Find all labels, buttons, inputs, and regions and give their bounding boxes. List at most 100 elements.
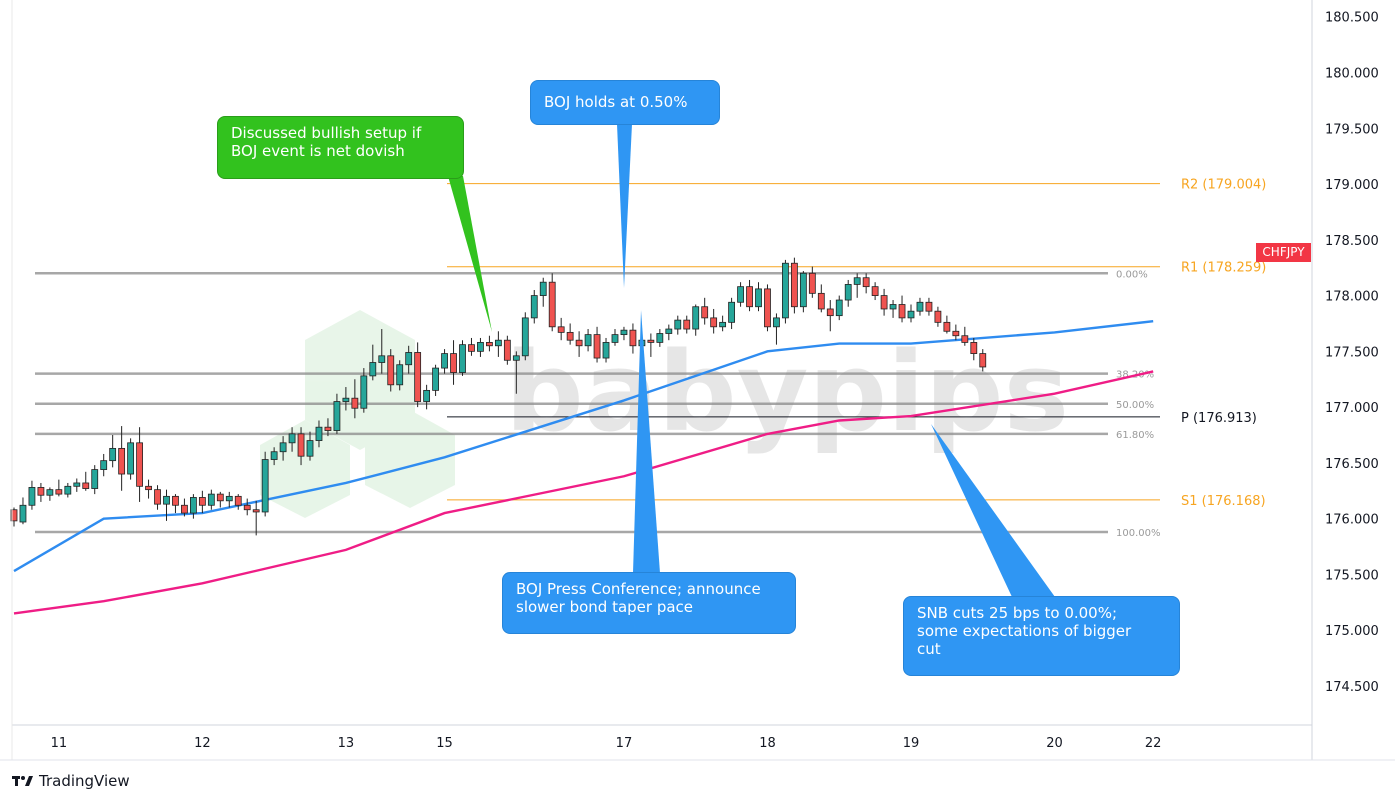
- x-tick-label: 11: [51, 736, 68, 751]
- tradingview-logo-icon: [12, 776, 33, 786]
- candle-body: [755, 288, 762, 308]
- candle-body: [396, 364, 404, 386]
- candle-down: [118, 426, 126, 491]
- candle-body: [943, 321, 951, 332]
- y-tick-label: 178.000: [1325, 290, 1379, 305]
- candle-body: [620, 329, 628, 336]
- candle-up: [163, 489, 170, 521]
- candle-body: [647, 339, 655, 343]
- pivot-level-label: P (176.913): [1181, 411, 1257, 426]
- candle-down: [468, 337, 475, 356]
- x-tick-label: 13: [338, 736, 355, 751]
- candle-up: [602, 337, 610, 363]
- candle-body: [252, 509, 260, 513]
- candle-body: [925, 301, 933, 312]
- candle-down: [746, 279, 753, 312]
- candle-body: [494, 339, 502, 347]
- x-tick-label: 17: [616, 736, 633, 751]
- boj-holds-callout: BOJ holds at 0.50%: [530, 80, 720, 125]
- candle-body: [477, 342, 484, 352]
- y-tick-label: 176.000: [1325, 513, 1379, 528]
- candle-body: [468, 344, 475, 352]
- candle-down: [198, 490, 206, 514]
- candle-down: [871, 282, 879, 301]
- candle-body: [889, 304, 897, 310]
- x-tick-label: 20: [1046, 736, 1063, 751]
- candle-up: [799, 271, 807, 313]
- boj-press-callout-tail: [633, 310, 660, 573]
- candle-body: [844, 284, 852, 301]
- candle-up: [755, 282, 762, 312]
- candle-body: [575, 339, 583, 347]
- time-axis[interactable]: 11 12 13 15 17 18 19 20 22: [51, 736, 1162, 751]
- candle-body: [55, 489, 63, 495]
- watermark-text: babypips: [505, 328, 1069, 456]
- candle-body: [916, 301, 924, 312]
- candle-up: [19, 497, 27, 525]
- candle-down: [252, 500, 260, 536]
- boj-press-conference-callout: BOJ Press Conference; announce slower bo…: [502, 572, 796, 634]
- candle-body: [198, 497, 206, 506]
- candle-up: [189, 494, 197, 519]
- candle-body: [333, 401, 341, 431]
- candle-body: [172, 495, 179, 506]
- candle-up: [494, 331, 502, 357]
- candle-up: [773, 313, 780, 345]
- candle-body: [799, 272, 807, 308]
- y-tick-label: 175.000: [1325, 624, 1379, 639]
- candle-body: [10, 509, 18, 522]
- candle-body: [145, 485, 152, 491]
- candle-up: [279, 436, 287, 461]
- fib-level-label: 61.80%: [1116, 430, 1154, 441]
- candle-body: [593, 334, 601, 359]
- candle-up: [692, 304, 700, 336]
- callout-tails: [448, 124, 1055, 597]
- candle-down: [647, 333, 655, 357]
- candle-down: [808, 266, 816, 298]
- candle-up: [369, 344, 377, 381]
- candle-body: [270, 451, 278, 460]
- candle-body: [297, 433, 305, 457]
- candle-body: [548, 281, 556, 328]
- candle-up: [530, 290, 538, 324]
- price-axis[interactable]: 180.500 180.000 179.500 179.000 178.500 178.0…: [1325, 11, 1379, 695]
- candle-body: [871, 286, 879, 296]
- candle-up: [719, 315, 727, 332]
- candle-down: [548, 273, 556, 332]
- fib-level-label: 0.00%: [1116, 269, 1148, 280]
- snb-cut-callout: SNB cuts 25 bps to 0.00%; some expectati…: [903, 596, 1180, 676]
- pivot-level-label: R2 (179.004): [1181, 178, 1266, 193]
- candle-down: [324, 418, 332, 437]
- candle-body: [423, 389, 431, 402]
- candle-down: [790, 257, 798, 314]
- candle-down: [961, 326, 969, 346]
- candle-up: [584, 329, 592, 352]
- candle-down: [925, 297, 933, 316]
- candle-body: [710, 317, 718, 328]
- candle-body: [530, 295, 538, 319]
- candle-down: [351, 379, 359, 419]
- candle-body: [19, 504, 27, 523]
- candle-down: [136, 427, 143, 502]
- candle-body: [369, 362, 377, 377]
- candle-body: [674, 319, 682, 330]
- candle-body: [154, 489, 161, 505]
- candle-body: [216, 493, 224, 502]
- fibonacci-levels: 0.00%38.20%50.00%61.80%100.00%: [35, 269, 1161, 539]
- candle-down: [37, 482, 45, 502]
- candle-body: [746, 286, 753, 308]
- candle-up: [64, 482, 72, 498]
- tradingview-brand[interactable]: TradingView: [12, 772, 130, 790]
- x-tick-label: 12: [194, 736, 211, 751]
- candle-body: [459, 344, 466, 373]
- candle-up: [91, 465, 99, 495]
- candle-up: [360, 368, 368, 413]
- candle-up: [916, 297, 924, 316]
- candle-up: [835, 295, 843, 321]
- bullish-callout-tail: [448, 176, 492, 332]
- candle-up: [656, 329, 664, 347]
- candle-body: [100, 460, 108, 470]
- candle-body: [719, 321, 727, 328]
- candle-body: [503, 339, 511, 361]
